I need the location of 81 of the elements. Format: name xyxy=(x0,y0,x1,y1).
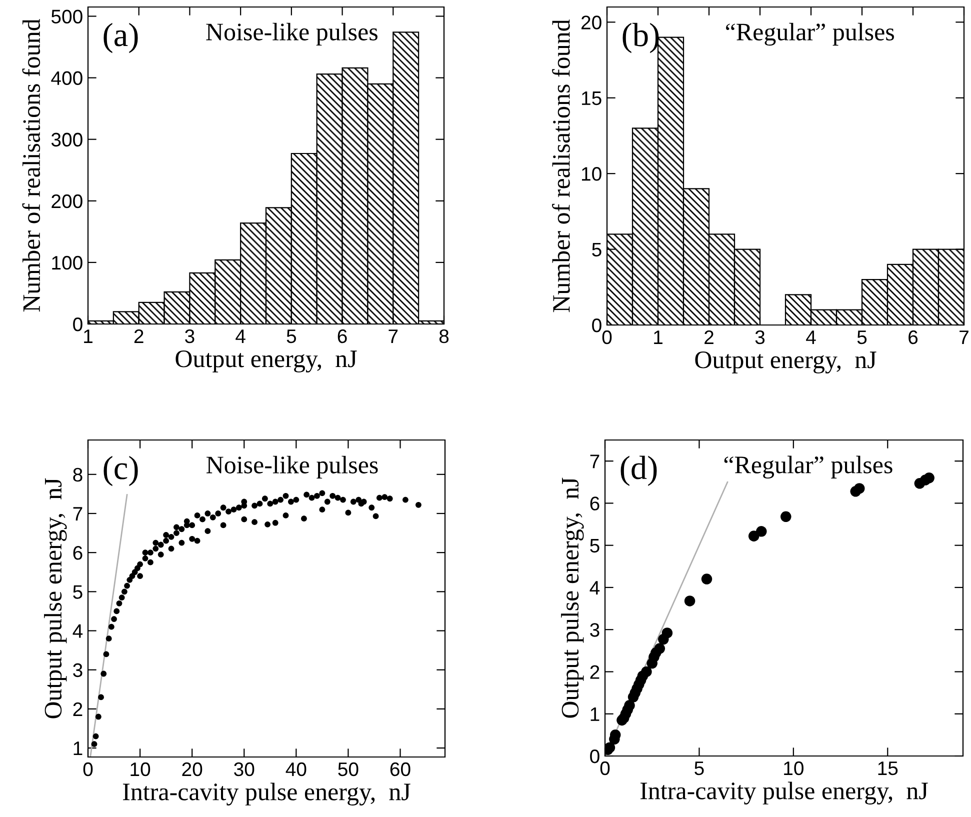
x-tick-label: 10 xyxy=(784,761,804,776)
y-axis-title: Output pulse energy, nJ xyxy=(561,478,584,718)
y-tick-label: 4 xyxy=(72,624,83,638)
x-tick-label: 0 xyxy=(83,762,93,776)
x-tick-label: 30 xyxy=(234,762,254,776)
point xyxy=(641,666,652,678)
x-axis-title: Intra-cavity pulse energy, nJ xyxy=(122,782,410,806)
x-tick-label: 6 xyxy=(338,329,347,344)
x-tick-label: 8 xyxy=(439,329,449,344)
y-tick-label: 3 xyxy=(590,623,600,637)
x-tick-label: 15 xyxy=(878,762,898,776)
x-tick-label: 7 xyxy=(960,330,968,344)
annotation: (d) xyxy=(620,456,657,486)
x-axis-title: Output energy, nJ xyxy=(176,350,357,372)
annotation: (b) xyxy=(622,22,659,54)
y-tick-label: 5 xyxy=(590,539,600,553)
point xyxy=(605,742,616,753)
point xyxy=(854,483,865,494)
point xyxy=(624,700,635,711)
point xyxy=(924,472,934,484)
annotation: “Regular” pulses xyxy=(726,22,894,46)
y-tick-label: 0 xyxy=(73,317,82,332)
y-axis-title: Number of realisations found xyxy=(22,18,40,312)
annotation: Noise-like pulses xyxy=(206,22,378,46)
y-tick-label: 0 xyxy=(592,318,602,332)
x-tick-label: 1 xyxy=(84,330,92,343)
y-tick-label: 0 xyxy=(590,749,600,764)
y-tick-label: 400 xyxy=(51,71,82,86)
y-tick-label: 6 xyxy=(73,546,82,560)
y-tick-label: 15 xyxy=(582,92,602,106)
x-tick-label: 10 xyxy=(130,762,150,776)
x-tick-label: 20 xyxy=(182,762,202,776)
point xyxy=(662,628,673,638)
x-axis-title: Output energy, nJ xyxy=(695,351,876,374)
y-tick-label: 5 xyxy=(73,585,82,599)
x-tick-label: 5 xyxy=(694,762,704,776)
y-tick-label: 6 xyxy=(590,496,600,510)
x-tick-label: 5 xyxy=(286,330,296,344)
y-tick-label: 5 xyxy=(592,242,602,257)
y-tick-label: 2 xyxy=(590,665,600,679)
y-tick-label: 7 xyxy=(73,507,82,521)
y-tick-label: 3 xyxy=(73,663,82,678)
x-tick-label: 2 xyxy=(134,329,144,343)
point xyxy=(701,574,712,584)
x-tick-label: 2 xyxy=(704,330,714,344)
y-tick-label: 4 xyxy=(590,581,600,595)
y-tick-label: 200 xyxy=(52,194,82,208)
x-tick-label: 3 xyxy=(185,329,194,344)
x-tick-label: 40 xyxy=(286,762,306,776)
x-axis-title: Intra-cavity pulse energy, nJ xyxy=(640,782,928,805)
x-tick-label: 0 xyxy=(602,330,612,344)
annotation: Noise-like pulses xyxy=(206,456,378,479)
y-tick-label: 7 xyxy=(590,454,600,468)
x-tick-label: 4 xyxy=(236,330,246,343)
y-tick-label: 100 xyxy=(52,256,82,270)
x-tick-label: 50 xyxy=(338,762,358,776)
y-tick-label: 1 xyxy=(74,742,82,756)
x-tick-label: 5 xyxy=(857,330,867,344)
point xyxy=(756,526,767,537)
x-tick-label: 6 xyxy=(908,330,918,344)
point xyxy=(748,530,760,542)
x-tick-label: 7 xyxy=(388,330,398,343)
y-tick-label: 1 xyxy=(590,708,600,721)
annotation: “Regular” pulses xyxy=(724,456,892,479)
point xyxy=(684,596,696,606)
y-tick-label: 500 xyxy=(51,10,82,24)
y-tick-label: 300 xyxy=(51,132,82,147)
x-tick-label: 3 xyxy=(755,330,765,344)
x-tick-label: 60 xyxy=(390,762,410,776)
annotation: (c) xyxy=(104,456,138,486)
x-tick-label: 1 xyxy=(654,330,662,344)
annotation: (a) xyxy=(104,22,138,54)
y-tick-label: 10 xyxy=(582,167,602,181)
point xyxy=(654,643,666,654)
y-axis-title: Number of realisations found xyxy=(552,19,570,312)
y-axis-title: Output pulse energy, nJ xyxy=(44,478,67,718)
x-tick-label: 4 xyxy=(806,330,816,344)
y-tick-label: 8 xyxy=(73,468,82,482)
point xyxy=(780,511,792,522)
y-tick-label: 2 xyxy=(73,702,82,716)
y-tick-label: 20 xyxy=(581,16,602,30)
